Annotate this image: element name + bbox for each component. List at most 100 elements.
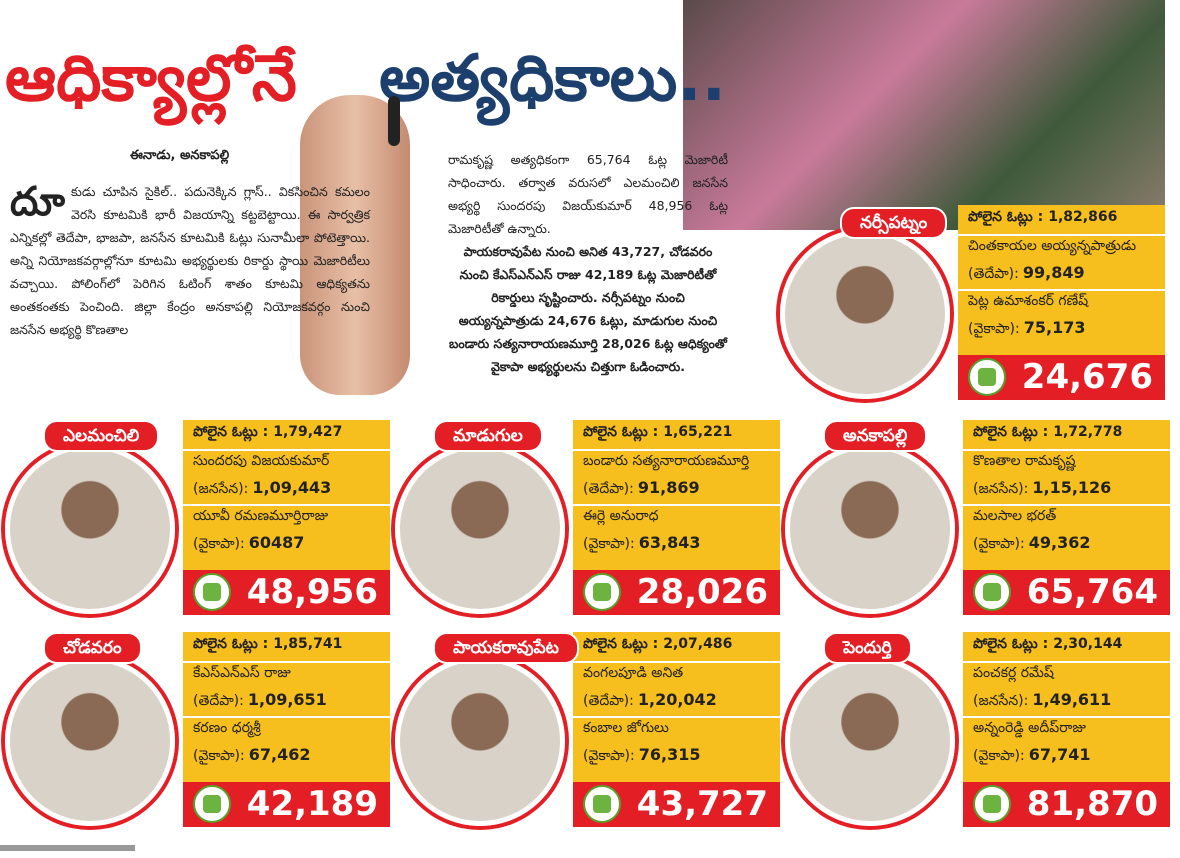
winner-party: (జనసేన): [193, 481, 249, 497]
polled-row: పోలైన ఓట్లు :1,65,221 [583, 424, 774, 443]
drop-cap: దూ [10, 179, 65, 225]
majority-bar: 65,764 [963, 570, 1170, 615]
constituency-name: పెందుర్తి [823, 632, 912, 664]
results-panel: పోలైన ఓట్లు :2,07,486 వంగలపూడి అనిత (తెదేప… [573, 632, 780, 782]
winner-name: కేఎస్ఎన్ఎస్ రాజు [193, 665, 291, 681]
runner-party: (వైకాపా): [583, 748, 635, 764]
separator [183, 449, 390, 451]
constituency-card: నర్సీపట్నం పోలైన ఓట్లు :1,82,866 చింతకాయల … [780, 205, 1165, 400]
runner-votes: 63,843 [638, 533, 701, 552]
article-column-1: దూ కుడు చూపిన సైకిల్.. పదునెక్కిన గ్లాస్… [10, 180, 370, 341]
majority: 48,956 [246, 572, 378, 612]
winner-name: సుందరపు విజయకుమార్ [193, 453, 330, 469]
candidate-photo [395, 444, 565, 614]
constituency-card: పాయకరావుపేట పోలైన ఓట్లు :2,07,486 వంగలపూడి… [395, 632, 780, 827]
majority-bar: 43,727 [573, 782, 780, 827]
candidate-photo [5, 656, 175, 826]
runner-votes-row: (వైకాపా): 67,741 [973, 745, 1164, 767]
headline-red: ఆధిక్యాల్లోనే [5, 42, 297, 116]
byline: ఈనాడు, అనకాపల్లి [130, 148, 230, 163]
winner-name: పంచకర్ల రమేష్ [973, 665, 1054, 681]
runner-votes: 67,741 [1028, 745, 1091, 764]
polled-votes: 1,82,866 [1048, 209, 1118, 225]
winner-votes-row: (తెదేపా): 1,09,651 [193, 690, 384, 712]
polled-row: పోలైన ఓట్లు :1,79,427 [193, 424, 384, 443]
runner-votes: 60487 [248, 533, 305, 552]
winner-votes-row: (తెదేపా): 1,20,042 [583, 690, 774, 712]
winner-votes: 1,09,443 [252, 478, 332, 497]
winner-name: చింతకాయల అయ్యన్నపాత్రుడు [968, 238, 1137, 254]
constituency-name: పాయకరావుపేట [433, 632, 579, 664]
polled-row: పోలైన ఓట్లు :1,82,866 [968, 209, 1159, 228]
constituency-card: అనకాపల్లి పోలైన ఓట్లు :1,72,778 కొణతాల రామ… [785, 420, 1170, 615]
separator [963, 449, 1170, 451]
winner-votes-row: (జనసేన): 1,09,443 [193, 478, 384, 500]
winner-votes: 1,49,611 [1032, 690, 1112, 709]
separator [963, 661, 1170, 663]
constituency-name: అనకాపల్లి [823, 420, 928, 452]
polled-label: పోలైన ఓట్లు : [193, 424, 269, 440]
constituency-card: మాడుగుల పోలైన ఓట్లు :1,65,221 బండారు సత్యన… [395, 420, 780, 615]
constituency-card: పెందుర్తి పోలైన ఓట్లు :2,30,144 పంచకర్ల రమ… [785, 632, 1170, 827]
article-text: రామకృష్ణ అత్యధికంగా 65,764 ఓట్ల మెజారిటీ… [448, 152, 728, 236]
winner-party: (తెదేపా): [583, 481, 634, 497]
results-panel: పోలైన ఓట్లు :1,72,778 కొణతాల రామకృష్ణ (జనస… [963, 420, 1170, 570]
runner-name: కంబాల జోగులు [583, 720, 669, 736]
winner-votes-row: (జనసేన): 1,49,611 [973, 690, 1164, 712]
runner-votes: 67,462 [248, 745, 311, 764]
separator [963, 716, 1170, 718]
results-panel: పోలైన ఓట్లు :1,85,741 కేఎస్ఎన్ఎస్ రాజు (తె… [183, 632, 390, 782]
majority-bar: 48,956 [183, 570, 390, 615]
majority: 42,189 [246, 784, 378, 824]
majority: 65,764 [1026, 572, 1158, 612]
runner-party: (వైకాపా): [193, 536, 245, 552]
thumbs-up-icon [193, 573, 231, 611]
winner-votes: 91,869 [637, 478, 700, 497]
majority: 81,870 [1026, 784, 1158, 824]
runner-party: (వైకాపా): [973, 536, 1025, 552]
polled-label: పోలైన ఓట్లు : [193, 636, 269, 652]
article-column-2: రామకృష్ణ అత్యధికంగా 65,764 ఓట్ల మెజారిటీ… [448, 148, 728, 378]
separator [963, 504, 1170, 506]
candidate-photo [785, 444, 955, 614]
separator [183, 504, 390, 506]
thumbs-up-icon [973, 573, 1011, 611]
winner-votes-row: (తెదేపా): 99,849 [968, 263, 1159, 285]
article-bold: పాయకరావుపేట నుంచి అనిత 43,727, చోడవరం ను… [449, 244, 727, 374]
polled-row: పోలైన ఓట్లు :2,30,144 [973, 636, 1164, 655]
majority: 43,727 [636, 784, 768, 824]
rule [0, 845, 135, 851]
runner-name: పెట్ల ఉమాశంకర్ గణేష్ [968, 293, 1089, 309]
runner-votes: 49,362 [1028, 533, 1091, 552]
majority: 28,026 [636, 572, 768, 612]
thumbs-up-icon [193, 785, 231, 823]
polled-votes: 1,85,741 [273, 636, 343, 652]
thumbs-up-icon [973, 785, 1011, 823]
constituency-name: ఎలమంచిలి [43, 420, 160, 452]
results-panel: పోలైన ఓట్లు :1,79,427 సుందరపు విజయకుమార్ (… [183, 420, 390, 570]
candidate-photo [780, 229, 950, 399]
candidate-photo [785, 656, 955, 826]
polled-votes: 1,65,221 [663, 424, 733, 440]
separator [958, 289, 1165, 291]
runner-votes-row: (వైకాపా): 49,362 [973, 533, 1164, 555]
separator [183, 716, 390, 718]
polled-row: పోలైన ఓట్లు :1,72,778 [973, 424, 1164, 443]
winner-votes: 1,15,126 [1032, 478, 1112, 497]
winner-name: బండారు సత్యనారాయణమూర్తి [583, 453, 750, 469]
constituency-card: చోడవరం పోలైన ఓట్లు :1,85,741 కేఎస్ఎన్ఎస్ ర… [5, 632, 390, 827]
polled-votes: 1,72,778 [1053, 424, 1123, 440]
separator [573, 716, 780, 718]
thumbs-up-icon [583, 785, 621, 823]
polled-row: పోలైన ఓట్లు :2,07,486 [583, 636, 774, 655]
majority: 24,676 [1021, 357, 1153, 397]
headline-blue: అత్యధికాలు.. [379, 42, 726, 116]
runner-votes-row: (వైకాపా): 67,462 [193, 745, 384, 767]
runner-party: (వైకాపా): [193, 748, 245, 764]
runner-votes-row: (వైకాపా): 63,843 [583, 533, 774, 555]
winner-party: (జనసేన): [973, 481, 1029, 497]
winner-votes: 99,849 [1022, 263, 1085, 282]
runner-party: (వైకాపా): [583, 536, 635, 552]
thumbs-up-icon [583, 573, 621, 611]
candidate-photo [395, 656, 565, 826]
